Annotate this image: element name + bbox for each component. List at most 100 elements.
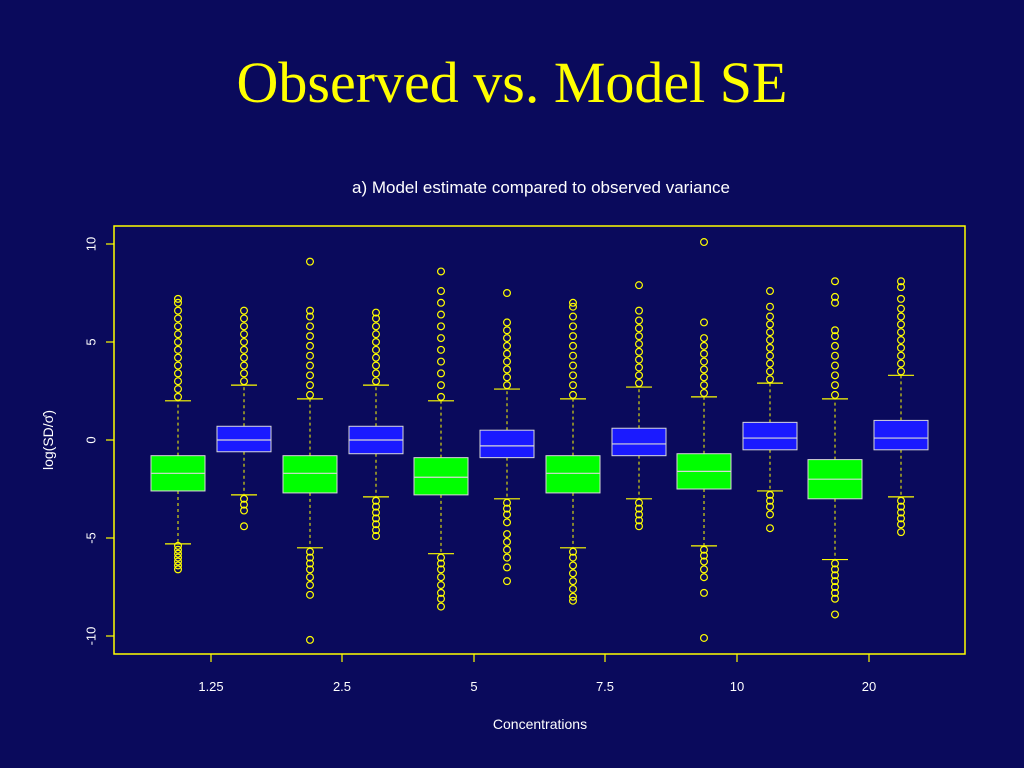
outlier-point <box>830 381 839 390</box>
outlier-point <box>830 341 839 350</box>
outlier-point <box>830 559 839 568</box>
outlier-point <box>503 518 512 527</box>
box <box>216 425 272 453</box>
outlier-point <box>765 351 774 360</box>
outlier-point <box>765 510 774 519</box>
outlier-point <box>306 257 315 266</box>
outlier-point <box>306 635 315 644</box>
outlier-point <box>699 334 708 343</box>
outlier-point <box>896 502 905 511</box>
outlier-point <box>174 549 183 558</box>
outlier-point <box>503 357 512 366</box>
outlier-point <box>372 361 381 370</box>
outlier-point <box>830 361 839 370</box>
y-tick-label: 0 <box>83 436 98 443</box>
outlier-point <box>765 328 774 337</box>
outlier-point <box>174 330 183 339</box>
outlier-point <box>634 363 643 372</box>
outlier-point <box>437 369 446 378</box>
outlier-point <box>568 322 577 331</box>
outlier-point <box>372 532 381 541</box>
outlier-point <box>503 341 512 350</box>
outlier-point <box>699 373 708 382</box>
outlier-point <box>306 351 315 360</box>
outlier-point <box>503 365 512 374</box>
outlier-point <box>372 520 381 529</box>
outlier-point <box>437 298 446 307</box>
outlier-point <box>699 565 708 574</box>
outlier-point <box>568 569 577 578</box>
outlier-point <box>437 602 446 611</box>
outlier-point <box>503 498 512 507</box>
outlier-point <box>372 526 381 535</box>
outlier-point <box>699 633 708 642</box>
outlier-point <box>765 375 774 384</box>
outlier-point <box>306 590 315 599</box>
outlier-point <box>306 371 315 380</box>
outlier-point <box>240 322 249 331</box>
outlier-point <box>372 308 381 317</box>
outlier-point <box>240 314 249 323</box>
outlier-point <box>699 545 708 554</box>
outlier-point <box>896 496 905 505</box>
y-tick-label: 5 <box>83 338 98 345</box>
outlier-point <box>634 504 643 513</box>
outlier-point <box>896 508 905 517</box>
outlier-point <box>174 541 183 550</box>
outlier-point <box>896 277 905 286</box>
outlier-point <box>437 392 446 401</box>
box <box>873 419 929 451</box>
outlier-point <box>306 322 315 331</box>
outlier-point <box>568 596 577 605</box>
outlier-point <box>765 496 774 505</box>
outlier-point <box>174 369 183 378</box>
outlier-point <box>634 347 643 356</box>
outlier-point <box>896 367 905 376</box>
outlier-point <box>372 514 381 523</box>
outlier-point <box>437 357 446 366</box>
outlier-point <box>896 283 905 292</box>
x-tick-label: 2.5 <box>333 679 351 694</box>
outlier-point <box>896 328 905 337</box>
outlier-point <box>306 361 315 370</box>
outlier-point <box>896 351 905 360</box>
outlier-point <box>174 565 183 574</box>
outlier-point <box>174 561 183 570</box>
outlier-point <box>437 287 446 296</box>
outlier-point <box>503 563 512 572</box>
outlier-point <box>240 522 249 531</box>
outlier-point <box>830 565 839 574</box>
outlier-point <box>503 326 512 335</box>
outlier-point <box>503 553 512 562</box>
outlier-point <box>699 238 708 247</box>
box <box>742 421 798 451</box>
outlier-point <box>503 504 512 513</box>
box <box>413 457 469 496</box>
outlier-point <box>568 553 577 562</box>
outlier-point <box>830 594 839 603</box>
outlier-point <box>437 581 446 590</box>
outlier-point <box>765 343 774 352</box>
outlier-point <box>240 330 249 339</box>
outlier-point <box>830 371 839 380</box>
outlier-point <box>306 390 315 399</box>
outlier-point <box>174 314 183 323</box>
y-tick-label: -10 <box>83 627 98 646</box>
outlier-point <box>174 392 183 401</box>
outlier-point <box>503 318 512 327</box>
outlier-point <box>174 553 183 562</box>
outlier-point <box>568 312 577 321</box>
outlier-point <box>699 318 708 327</box>
y-tick-label: -5 <box>83 532 98 544</box>
outlier-point <box>634 332 643 341</box>
outlier-point <box>765 312 774 321</box>
outlier-point <box>896 312 905 321</box>
outlier-point <box>568 584 577 593</box>
outlier-point <box>765 367 774 376</box>
outlier-point <box>437 594 446 603</box>
outlier-point <box>503 510 512 519</box>
outlier-point <box>372 502 381 511</box>
outlier-point <box>699 573 708 582</box>
outlier-point <box>830 582 839 591</box>
outlier-point <box>634 281 643 290</box>
